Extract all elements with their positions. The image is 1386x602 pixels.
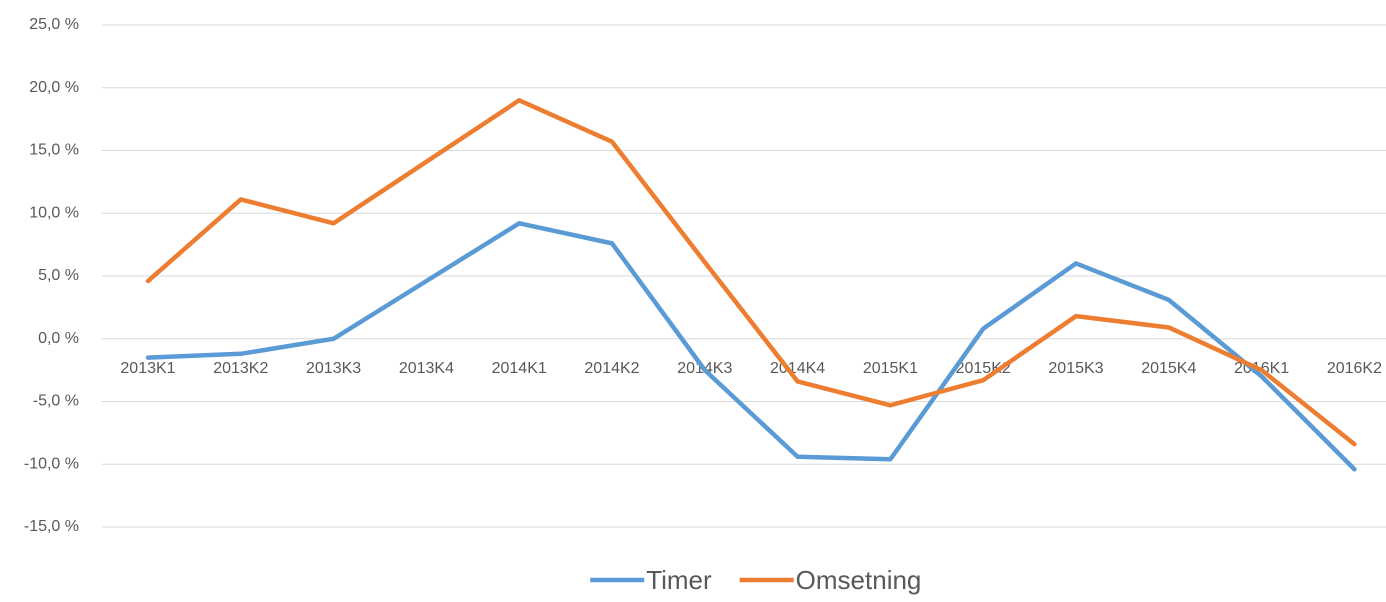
x-tick-label: 2013K2 xyxy=(213,360,268,377)
series-line xyxy=(145,98,1357,447)
y-tick-label: 0,0 % xyxy=(38,330,79,347)
x-tick-label: 2015K3 xyxy=(1048,360,1103,377)
y-tick-label: 10,0 % xyxy=(29,204,79,221)
series-line xyxy=(145,221,1357,472)
x-tick-label: 2015K1 xyxy=(863,360,918,377)
y-tick-label: -5,0 % xyxy=(33,393,79,410)
legend-label: Timer xyxy=(646,565,712,595)
y-tick-label: -15,0 % xyxy=(24,518,79,535)
x-tick-label: 2013K4 xyxy=(399,360,454,377)
y-tick-label: -10,0 % xyxy=(24,455,79,472)
x-tick-label: 2014K4 xyxy=(770,360,825,377)
y-tick-label: 15,0 % xyxy=(29,142,79,159)
legend-label: Omsetning xyxy=(796,565,922,595)
y-tick-label: 25,0 % xyxy=(29,16,79,33)
x-tick-label: 2013K3 xyxy=(306,360,361,377)
legend: Timer Omsetning xyxy=(590,565,921,595)
y-tick-label: 20,0 % xyxy=(29,79,79,96)
x-tick-label: 2013K1 xyxy=(120,360,175,377)
x-tick-label: 2015K4 xyxy=(1141,360,1196,377)
x-tick-label: 2014K1 xyxy=(492,360,547,377)
x-tick-label: 2016K2 xyxy=(1327,360,1382,377)
x-tick-label: 2014K2 xyxy=(584,360,639,377)
y-tick-label: 5,0 % xyxy=(38,267,79,284)
